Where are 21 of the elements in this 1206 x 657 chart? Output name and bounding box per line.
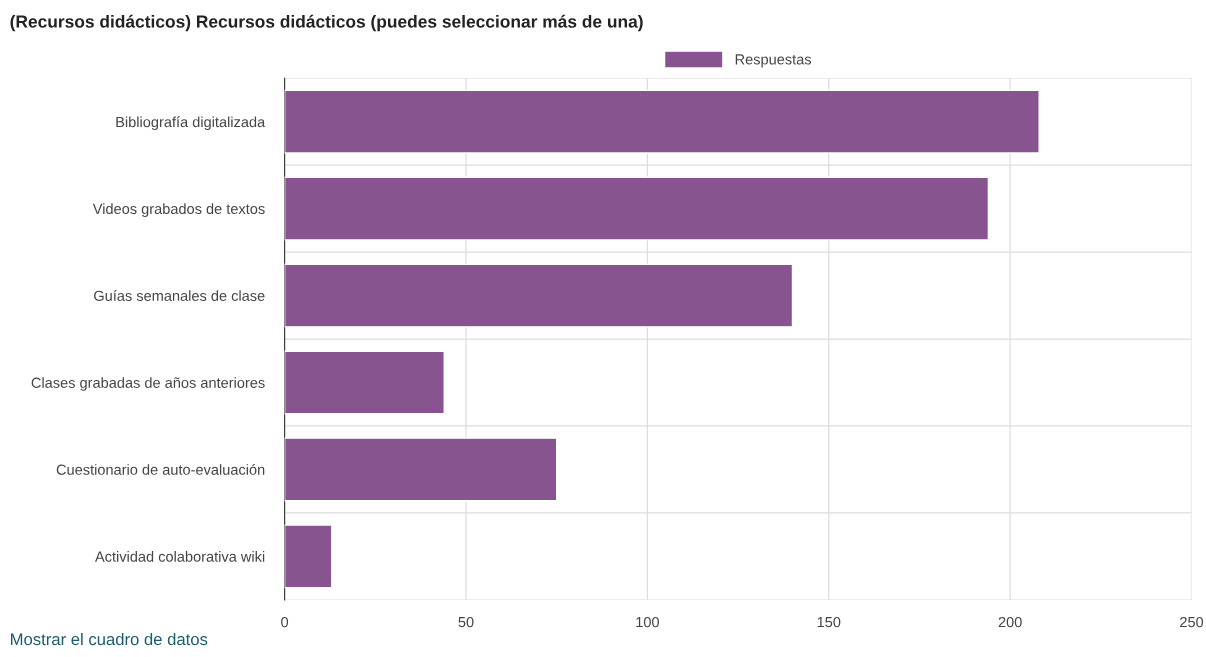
x-tick-label: 150 bbox=[817, 616, 841, 628]
x-tick-label: 0 bbox=[281, 616, 289, 628]
chart-title: (Recursos didácticos) Recursos didácticos (puedes seleccionar más de una) bbox=[10, 14, 643, 32]
y-tick-label: Cuestionario de auto-evaluación bbox=[56, 463, 265, 475]
x-tick-label: 100 bbox=[636, 616, 659, 628]
bar bbox=[284, 524, 333, 589]
bar bbox=[284, 350, 445, 415]
y-tick-label: Actividad colaborativa wiki bbox=[94, 551, 265, 562]
bar bbox=[284, 176, 990, 241]
bar bbox=[284, 437, 558, 502]
y-tick-label: Guías semanales de clase bbox=[94, 290, 265, 301]
bar bbox=[284, 89, 1040, 154]
y-tick-label: Clases grabadas de años anteriores bbox=[31, 377, 265, 391]
x-tick-label: 50 bbox=[458, 616, 474, 628]
x-tick-label: 250 bbox=[1180, 616, 1204, 628]
y-tick-label: Videos grabados de textos bbox=[92, 203, 265, 217]
bar bbox=[284, 263, 794, 328]
x-tick-label: 200 bbox=[998, 616, 1022, 628]
legend-label: Respuestas bbox=[735, 54, 812, 68]
y-tick-label: Bibliografía digitalizada bbox=[116, 116, 266, 131]
text: Mostrar el cuadro de datos bbox=[11, 632, 208, 646]
